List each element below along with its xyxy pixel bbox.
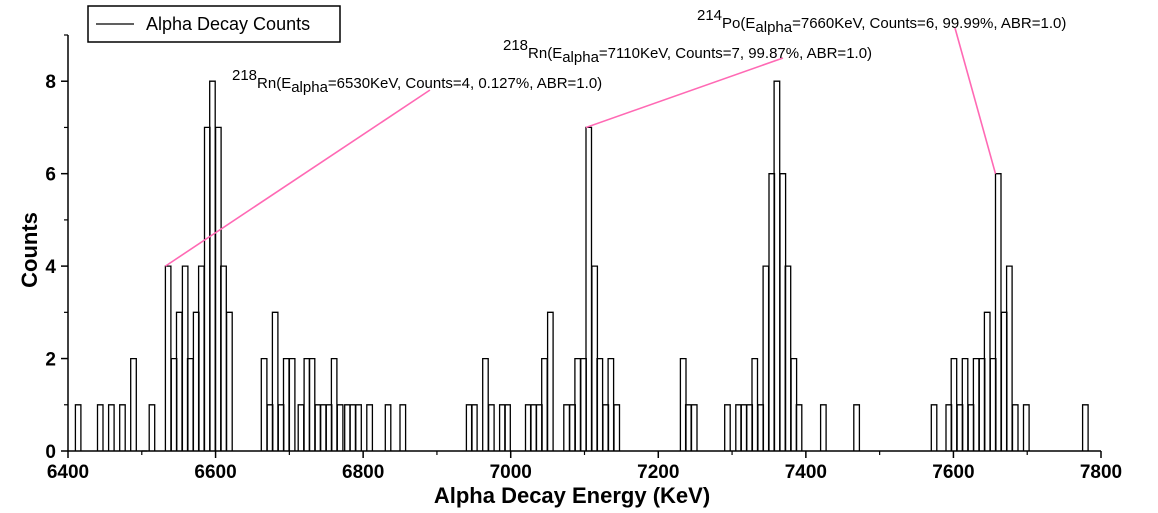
histogram-bin (165, 266, 171, 451)
annotation-subscript: alpha (755, 19, 792, 36)
histogram-bin (821, 405, 827, 451)
histogram-bin (483, 359, 489, 451)
histogram-bin (289, 359, 295, 451)
histogram-bin (614, 405, 620, 451)
histogram-bin (692, 405, 698, 451)
histogram-bin (227, 312, 233, 451)
x-tick-label: 7000 (490, 462, 532, 483)
annotation-leader-line (164, 89, 431, 267)
annotation-element: Po(E (722, 15, 755, 32)
y-axis-title: Counts (17, 212, 42, 288)
x-tick-label: 7600 (932, 462, 974, 483)
legend: Alpha Decay Counts (87, 5, 341, 43)
annotation-label: 218Rn(Ealpha=7110KeV, Counts=7, 99.87%, … (503, 37, 872, 66)
x-axis-title: Alpha Decay Energy (KeV) (434, 483, 710, 508)
histogram-bin (120, 405, 126, 451)
annotation-label: 218Rn(Ealpha=6530KeV, Counts=4, 0.127%, … (232, 67, 602, 96)
histogram-bin (149, 405, 155, 451)
x-tick-label: 7400 (785, 462, 827, 483)
annotation-leader-line (585, 57, 784, 129)
histogram-bin (75, 405, 81, 451)
histogram-bin (1024, 405, 1030, 451)
y-tick-label: 2 (45, 350, 56, 371)
x-tick-label: 6400 (47, 462, 89, 483)
y-tick-label: 6 (45, 165, 56, 186)
histogram-bin (725, 405, 731, 451)
x-tick-label: 6600 (194, 462, 236, 483)
legend-label: Alpha Decay Counts (146, 14, 310, 34)
histogram-bin (98, 405, 104, 451)
annotation-element: Rn(E (528, 45, 562, 62)
histogram-bin (109, 405, 115, 451)
annotation-isotope-mass: 218 (503, 37, 528, 54)
histogram-bin (356, 405, 362, 451)
histogram-bin (337, 405, 343, 451)
y-tick-label: 8 (45, 72, 56, 93)
histogram-bin (261, 359, 267, 451)
y-tick-label: 4 (45, 257, 56, 278)
x-tick-label: 7800 (1080, 462, 1122, 483)
annotations: 218Rn(Ealpha=6530KeV, Counts=4, 0.127%, … (164, 7, 1066, 267)
histogram-bin (385, 405, 391, 451)
annotation-subscript: alpha (291, 79, 328, 96)
annotation-subscript: alpha (562, 49, 599, 66)
histogram-bin (548, 312, 554, 451)
annotation-details: =6530KeV, Counts=4, 0.127%, ABR=1.0) (328, 75, 602, 92)
histogram-bin (931, 405, 937, 451)
histogram-bin (298, 405, 304, 451)
x-tick-label: 6800 (342, 462, 384, 483)
histogram-bin (400, 405, 406, 451)
annotation-details: =7660KeV, Counts=6, 99.99%, ABR=1.0) (792, 15, 1066, 32)
y-tick-label: 0 (45, 442, 56, 463)
histogram-bin (367, 405, 373, 451)
histogram-series-outline (74, 80, 1089, 452)
axes: 6400 6600 6800 7000 7200 7400 7600 7800 0 2 4 6 8 (45, 34, 1122, 483)
annotation-details: =7110KeV, Counts=7, 99.87%, ABR=1.0) (599, 45, 872, 62)
plot-area (74, 80, 1089, 452)
histogram-bin (1013, 405, 1019, 451)
annotation-isotope-mass: 218 (232, 67, 257, 84)
histogram-bin (1083, 405, 1089, 451)
histogram-bin (131, 359, 137, 451)
annotation-element: Rn(E (257, 75, 291, 92)
annotation-label: 214Po(Ealpha=7660KeV, Counts=6, 99.99%, … (697, 7, 1066, 36)
annotation-leader-line (954, 27, 997, 174)
histogram-bin (854, 405, 860, 451)
x-tick-label: 7200 (637, 462, 679, 483)
annotation-isotope-mass: 214 (697, 7, 722, 24)
histogram-bin (489, 405, 495, 451)
histogram-bin (564, 405, 570, 451)
